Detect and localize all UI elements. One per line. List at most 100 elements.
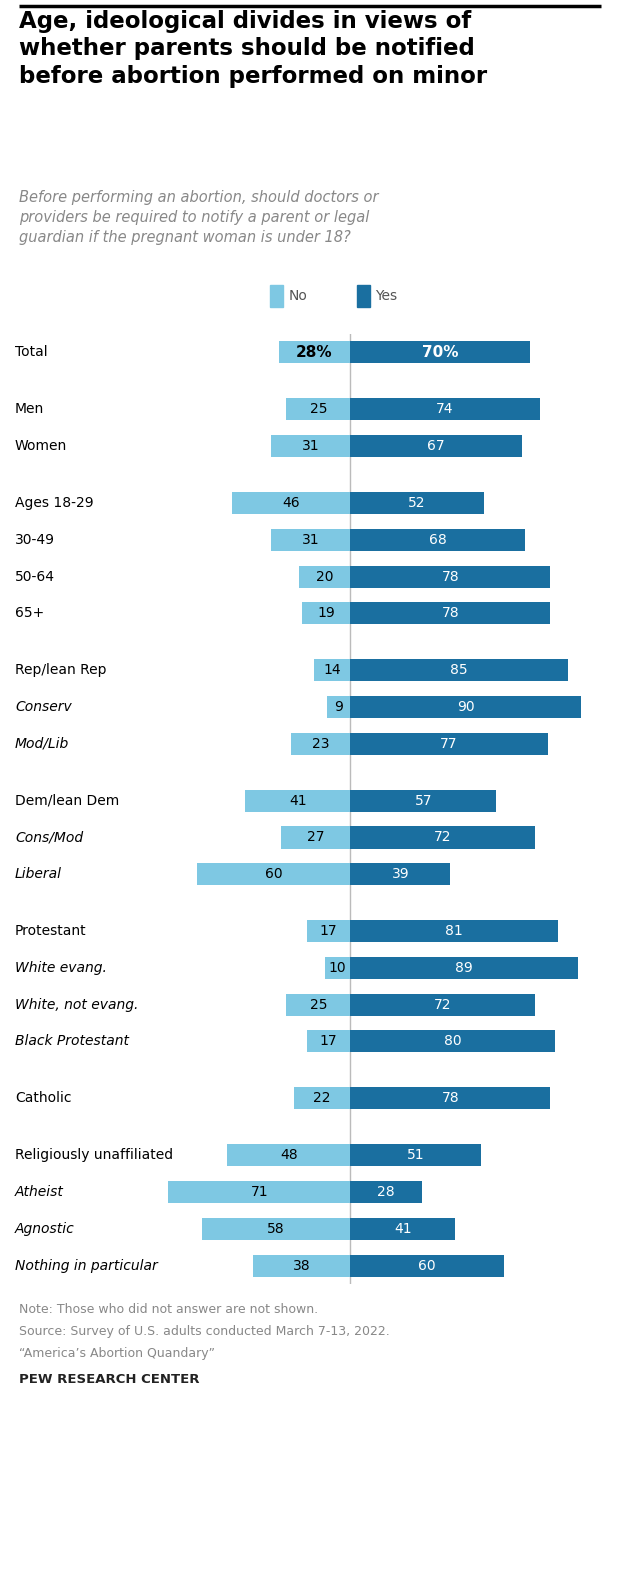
Bar [307, 1031, 350, 1052]
Bar [350, 342, 529, 364]
Text: 81: 81 [445, 924, 463, 938]
Text: Total: Total [15, 345, 48, 359]
Text: Yes: Yes [375, 289, 397, 303]
Bar [350, 528, 525, 551]
Text: 68: 68 [428, 533, 446, 547]
Text: PEW RESEARCH CENTER: PEW RESEARCH CENTER [19, 1373, 199, 1385]
Bar [271, 436, 350, 456]
Text: 85: 85 [450, 664, 468, 677]
Bar [350, 1254, 504, 1277]
Bar [350, 565, 550, 587]
Bar [246, 790, 350, 812]
Text: 9: 9 [334, 701, 343, 713]
Text: 25: 25 [309, 998, 327, 1012]
Text: Liberal: Liberal [15, 867, 62, 881]
Bar [314, 659, 350, 681]
Text: 31: 31 [302, 533, 319, 547]
Text: 22: 22 [313, 1092, 331, 1106]
Bar [350, 492, 484, 514]
Text: White, not evang.: White, not evang. [15, 998, 138, 1012]
Text: Women: Women [15, 439, 67, 453]
Bar [278, 342, 350, 364]
Text: 78: 78 [441, 606, 459, 621]
Text: 57: 57 [415, 793, 432, 808]
Bar [350, 1181, 422, 1203]
Bar [350, 399, 540, 420]
Text: 28%: 28% [296, 345, 333, 359]
Bar [350, 1087, 550, 1109]
Text: 27: 27 [307, 830, 324, 844]
Text: 80: 80 [444, 1034, 462, 1049]
Text: 23: 23 [312, 737, 330, 750]
Text: 41: 41 [289, 793, 306, 808]
Text: 19: 19 [317, 606, 335, 621]
Text: Catholic: Catholic [15, 1092, 71, 1106]
Bar [271, 528, 350, 551]
Bar [253, 1254, 350, 1277]
Text: 10: 10 [329, 961, 347, 975]
Text: 65+: 65+ [15, 606, 44, 621]
Bar [350, 1031, 556, 1052]
Bar [350, 733, 547, 755]
Text: Age, ideological divides in views of
whether parents should be notified
before a: Age, ideological divides in views of whe… [19, 10, 487, 88]
Text: Dem/lean Dem: Dem/lean Dem [15, 793, 119, 808]
Text: 78: 78 [441, 570, 459, 584]
Bar [307, 921, 350, 942]
Bar [350, 1144, 481, 1167]
Bar [228, 1144, 350, 1167]
Text: Religiously unaffiliated: Religiously unaffiliated [15, 1149, 173, 1162]
Text: 46: 46 [283, 496, 300, 511]
Bar [350, 994, 535, 1015]
Text: Mod/Lib: Mod/Lib [15, 737, 69, 750]
Bar [301, 602, 350, 624]
Bar [270, 284, 283, 306]
Text: “America’s Abortion Quandary”: “America’s Abortion Quandary” [19, 1347, 215, 1360]
Bar [294, 1087, 350, 1109]
Bar [350, 696, 581, 718]
Text: 71: 71 [250, 1186, 268, 1199]
Text: Rep/lean Rep: Rep/lean Rep [15, 664, 107, 677]
Text: 48: 48 [280, 1149, 298, 1162]
Text: 60: 60 [418, 1259, 436, 1272]
Text: Nothing in particular: Nothing in particular [15, 1259, 157, 1272]
Text: White evang.: White evang. [15, 961, 107, 975]
Text: Ages 18-29: Ages 18-29 [15, 496, 94, 511]
Bar [291, 733, 350, 755]
Text: 72: 72 [434, 998, 451, 1012]
Bar [232, 492, 350, 514]
Text: Atheist: Atheist [15, 1186, 64, 1199]
Bar [350, 1218, 455, 1240]
Bar [350, 790, 497, 812]
Text: 58: 58 [267, 1223, 285, 1235]
Bar [325, 958, 350, 978]
Bar [286, 994, 350, 1015]
Bar [286, 399, 350, 420]
Text: 20: 20 [316, 570, 334, 584]
Text: 78: 78 [441, 1092, 459, 1106]
Bar [350, 921, 558, 942]
Bar [350, 827, 535, 849]
Text: 50-64: 50-64 [15, 570, 55, 584]
Bar [350, 602, 550, 624]
Bar [350, 436, 522, 456]
Text: 67: 67 [427, 439, 445, 453]
Text: No: No [288, 289, 307, 303]
Text: 51: 51 [407, 1149, 425, 1162]
Text: Cons/Mod: Cons/Mod [15, 830, 83, 844]
Bar [350, 659, 568, 681]
Bar [356, 284, 370, 306]
Text: 17: 17 [320, 1034, 337, 1049]
Text: 74: 74 [436, 402, 454, 417]
Text: 41: 41 [394, 1223, 412, 1235]
Bar [202, 1218, 350, 1240]
Text: Black Protestant: Black Protestant [15, 1034, 129, 1049]
Bar [327, 696, 350, 718]
Bar [350, 958, 578, 978]
Text: 25: 25 [309, 402, 327, 417]
Text: 89: 89 [456, 961, 473, 975]
Text: 72: 72 [434, 830, 451, 844]
Bar [299, 565, 350, 587]
Text: Note: Those who did not answer are not shown.: Note: Those who did not answer are not s… [19, 1302, 317, 1317]
Bar [197, 863, 350, 886]
Bar [281, 827, 350, 849]
